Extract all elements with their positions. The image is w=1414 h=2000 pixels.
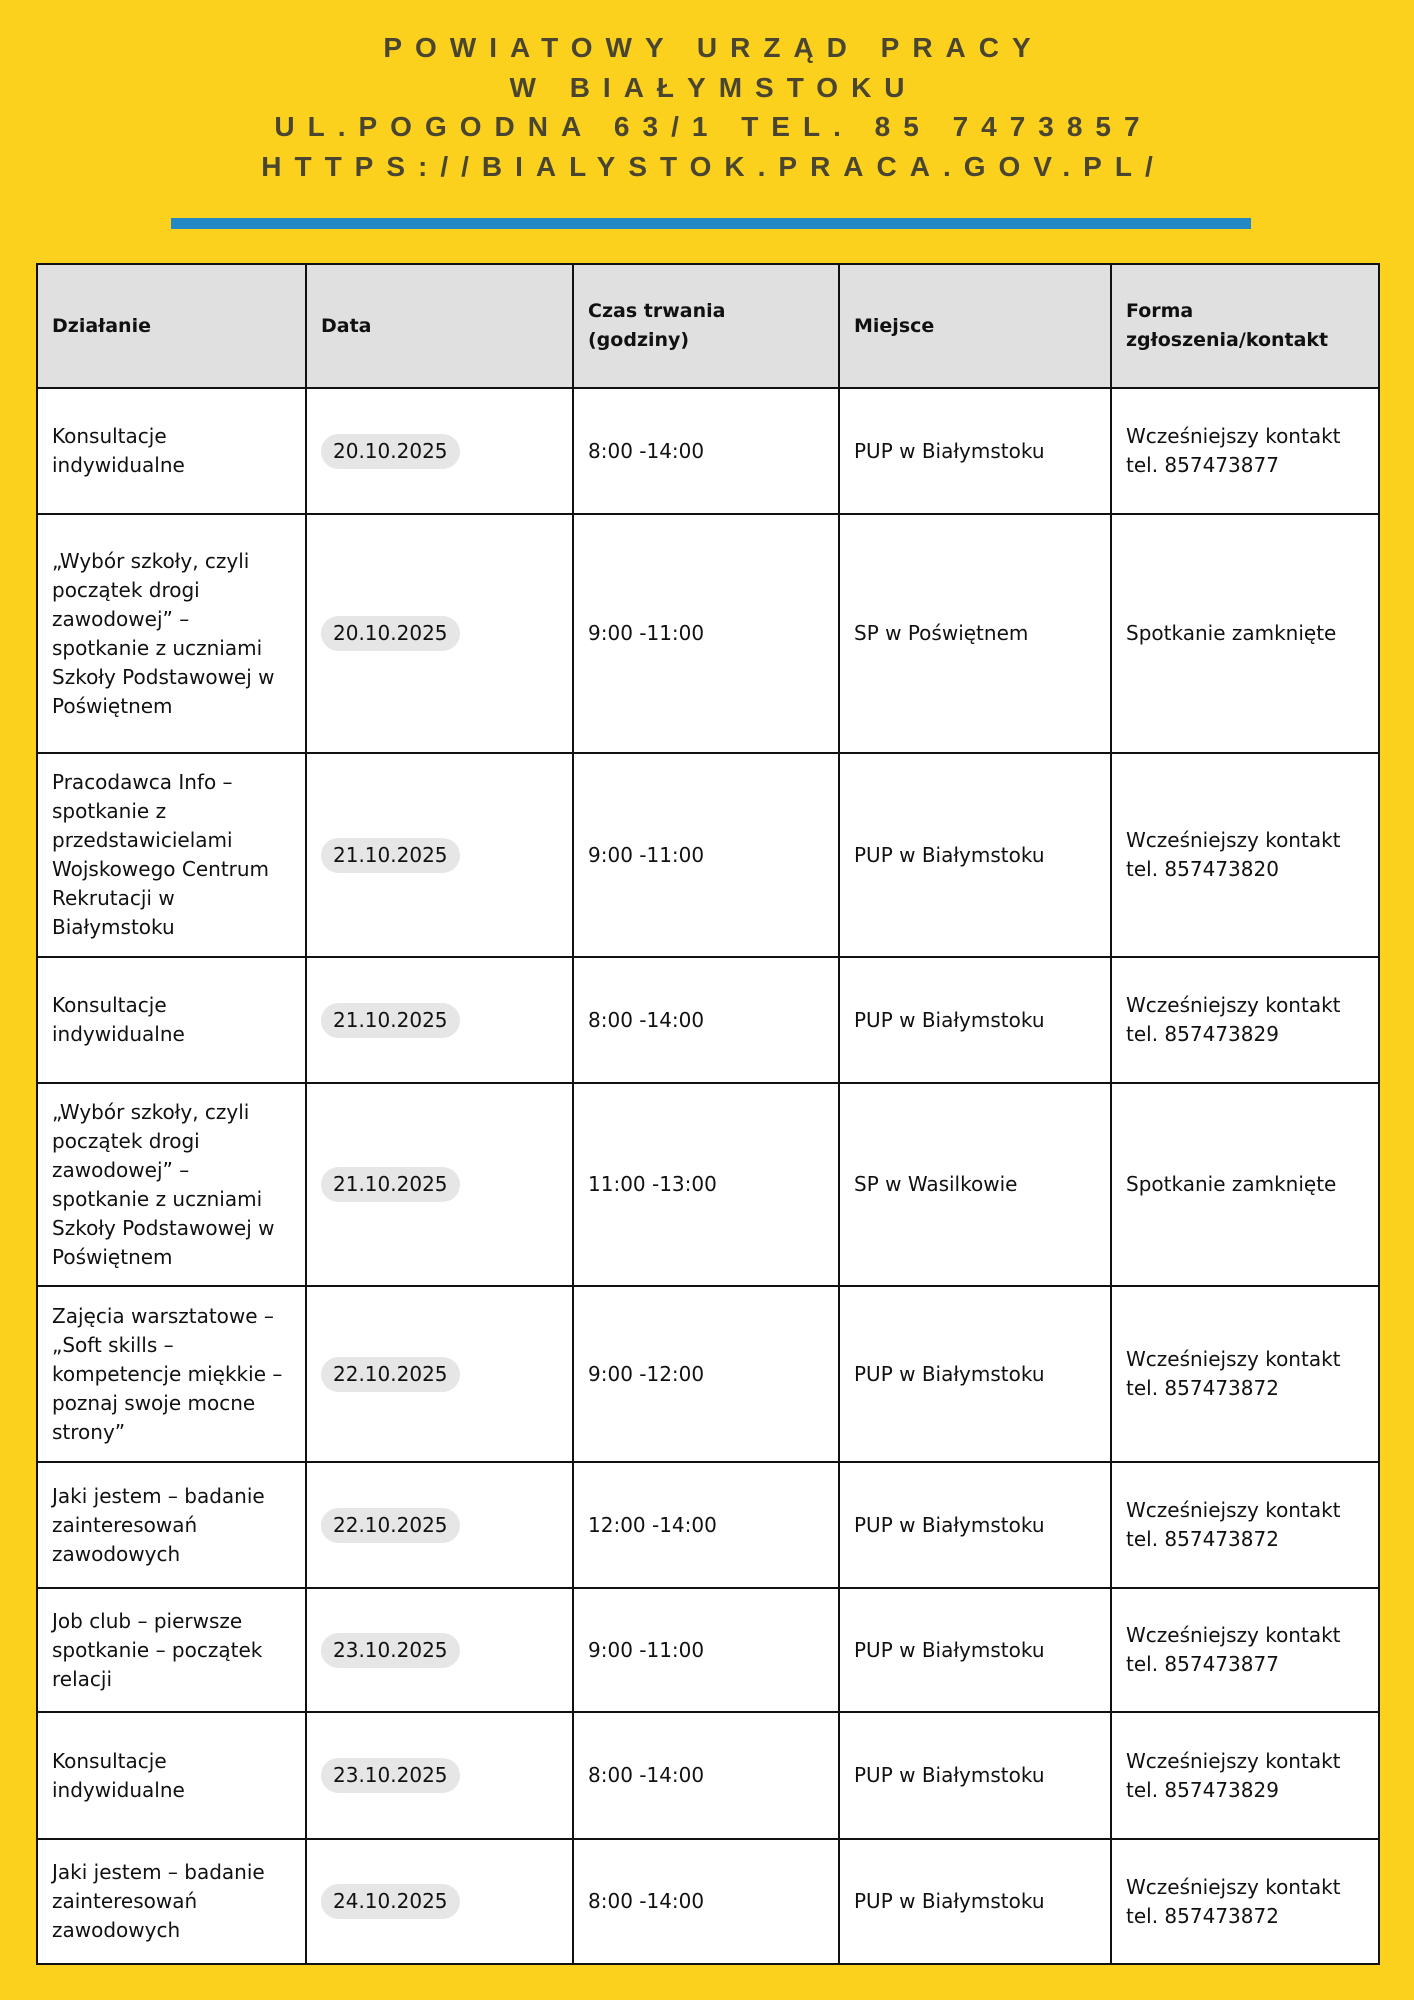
cell-action: Konsultacje indywidualne	[36, 387, 307, 515]
office-address: UL.POGODNA 63/1 TEL. 85 7473857	[274, 111, 1153, 142]
cell-duration: 9:00 -11:00	[572, 752, 840, 958]
date-badge: 23.10.2025	[321, 1758, 460, 1793]
cell-date: 21.10.2025	[305, 752, 574, 958]
cell-action: Zajęcia warsztatowe – „Soft skills – kom…	[36, 1285, 307, 1463]
cell-duration: 11:00 -13:00	[572, 1082, 840, 1287]
cell-place: PUP w Białymstoku	[838, 1285, 1112, 1463]
cell-date: 24.10.2025	[305, 1838, 574, 1965]
accent-divider	[171, 218, 1251, 229]
date-badge: 22.10.2025	[321, 1356, 460, 1392]
date-badge: 23.10.2025	[321, 1632, 460, 1668]
office-header: POWIATOWY URZĄD PRACY W BIAŁYMSTOKU UL.P…	[0, 28, 1414, 186]
table-row: Zajęcia warsztatowe – „Soft skills – kom…	[36, 1285, 1380, 1463]
column-header-contact: Forma zgłoszenia/kontakt	[1110, 263, 1380, 389]
table-row: Konsultacje indywidualne 21.10.2025 8:00 -…	[36, 956, 1380, 1084]
table-header-row: Działanie Data Czas trwania (godziny) Mi…	[36, 263, 1380, 389]
column-header-place: Miejsce	[838, 263, 1112, 389]
cell-date: 22.10.2025	[305, 1461, 574, 1589]
date-badge: 21.10.2025	[321, 837, 460, 873]
cell-contact: Spotkanie zamknięte	[1110, 1082, 1380, 1287]
cell-contact: Spotkanie zamknięte	[1110, 513, 1380, 754]
cell-date: 20.10.2025	[305, 387, 574, 515]
office-city: W BIAŁYMSTOKU	[509, 71, 918, 103]
cell-action: Job club – pierwsze spotkanie – początek…	[36, 1587, 307, 1713]
table-row: „Wybór szkoły, czyli początek drogi zawo…	[36, 513, 1380, 754]
cell-place: PUP w Białymstoku	[838, 752, 1112, 958]
cell-contact: Wcześniejszy kontakt tel. 857473829	[1110, 1711, 1380, 1840]
cell-duration: 12:00 -14:00	[572, 1461, 840, 1589]
table-row: Konsultacje indywidualne 23.10.2025 8:00 -…	[36, 1711, 1380, 1840]
cell-duration: 9:00 -11:00	[572, 513, 840, 754]
cell-place: PUP w Białymstoku	[838, 387, 1112, 515]
date-badge: 20.10.2025	[321, 616, 460, 651]
date-badge: 20.10.2025	[321, 433, 460, 469]
cell-contact: Wcześniejszy kontakt tel. 857473877	[1110, 1587, 1380, 1713]
cell-place: PUP w Białymstoku	[838, 1711, 1112, 1840]
cell-date: 21.10.2025	[305, 1082, 574, 1287]
table-row: Pracodawca Info – spotkanie z przedstawi…	[36, 752, 1380, 958]
cell-date: 22.10.2025	[305, 1285, 574, 1463]
cell-action: Konsultacje indywidualne	[36, 956, 307, 1084]
cell-action: Jaki jestem – badanie zainteresowań zawo…	[36, 1461, 307, 1589]
cell-action: Pracodawca Info – spotkanie z przedstawi…	[36, 752, 307, 958]
column-header-date: Data	[305, 263, 574, 389]
table-row: Jaki jestem – badanie zainteresowań zawo…	[36, 1461, 1380, 1589]
cell-duration: 8:00 -14:00	[572, 387, 840, 515]
cell-contact: Wcześniejszy kontakt tel. 857473872	[1110, 1285, 1380, 1463]
date-badge: 24.10.2025	[321, 1884, 460, 1919]
cell-contact: Wcześniejszy kontakt tel. 857473872	[1110, 1838, 1380, 1965]
cell-place: SP w Poświętnem	[838, 513, 1112, 754]
schedule-table: Działanie Data Czas trwania (godziny) Mi…	[36, 263, 1380, 1965]
cell-contact: Wcześniejszy kontakt tel. 857473820	[1110, 752, 1380, 958]
table-row: Jaki jestem – badanie zainteresowań zawo…	[36, 1838, 1380, 1965]
cell-date: 20.10.2025	[305, 513, 574, 754]
cell-action: Konsultacje indywidualne	[36, 1711, 307, 1840]
cell-action: „Wybór szkoły, czyli początek drogi zawo…	[36, 513, 307, 754]
cell-contact: Wcześniejszy kontakt tel. 857473872	[1110, 1461, 1380, 1589]
cell-contact: Wcześniejszy kontakt tel. 857473877	[1110, 387, 1380, 515]
date-badge: 21.10.2025	[321, 1002, 460, 1038]
cell-duration: 8:00 -14:00	[572, 956, 840, 1084]
office-website[interactable]: HTTPS://BIALYSTOK.PRACA.GOV.PL/	[261, 150, 1166, 182]
cell-place: PUP w Białymstoku	[838, 1838, 1112, 1965]
table-row: „Wybór szkoły, czyli początek drogi zawo…	[36, 1082, 1380, 1287]
cell-duration: 8:00 -14:00	[572, 1838, 840, 1965]
cell-duration: 8:00 -14:00	[572, 1711, 840, 1840]
table-row: Job club – pierwsze spotkanie – początek…	[36, 1587, 1380, 1713]
cell-place: PUP w Białymstoku	[838, 1587, 1112, 1713]
date-badge: 22.10.2025	[321, 1507, 460, 1543]
cell-place: SP w Wasilkowie	[838, 1082, 1112, 1287]
cell-date: 21.10.2025	[305, 956, 574, 1084]
cell-date: 23.10.2025	[305, 1711, 574, 1840]
cell-action: Jaki jestem – badanie zainteresowań zawo…	[36, 1838, 307, 1965]
office-name: POWIATOWY URZĄD PRACY	[383, 32, 1044, 63]
cell-place: PUP w Białymstoku	[838, 956, 1112, 1084]
column-header-action: Działanie	[36, 263, 307, 389]
cell-duration: 9:00 -12:00	[572, 1285, 840, 1463]
cell-date: 23.10.2025	[305, 1587, 574, 1713]
cell-action: „Wybór szkoły, czyli początek drogi zawo…	[36, 1082, 307, 1287]
cell-place: PUP w Białymstoku	[838, 1461, 1112, 1589]
date-badge: 21.10.2025	[321, 1167, 460, 1202]
column-header-duration: Czas trwania (godziny)	[572, 263, 840, 389]
cell-contact: Wcześniejszy kontakt tel. 857473829	[1110, 956, 1380, 1084]
table-row: Konsultacje indywidualne 20.10.2025 8:00 -…	[36, 387, 1380, 515]
cell-duration: 9:00 -11:00	[572, 1587, 840, 1713]
